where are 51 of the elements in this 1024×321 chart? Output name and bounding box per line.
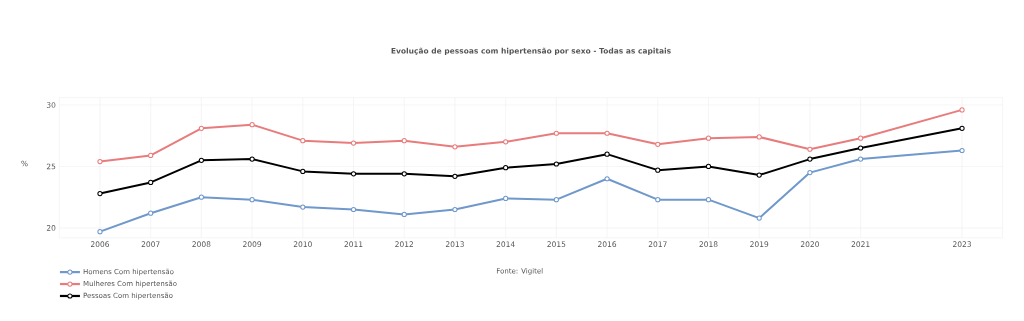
point [401,171,407,177]
point [401,138,407,144]
point [705,163,712,170]
point [503,165,509,171]
point [97,190,103,197]
point [452,206,458,213]
point [959,107,965,113]
point [97,158,103,165]
point [350,140,357,146]
point [807,156,813,162]
point [198,125,204,131]
point [148,179,154,186]
point [604,151,610,157]
point [604,130,610,136]
point [807,170,813,176]
point [705,135,712,141]
point [503,195,509,202]
point [148,210,154,216]
point [148,152,154,158]
point [249,122,255,128]
point [350,171,357,177]
point [300,168,306,174]
point [300,138,306,144]
point [350,206,357,213]
point [452,144,458,150]
point [604,176,610,182]
point [807,146,813,152]
point [401,211,407,218]
point [300,204,306,210]
point [959,147,965,154]
point [655,141,661,147]
point [655,167,661,173]
point [553,130,559,136]
point [959,125,965,131]
point [756,172,762,178]
point [858,156,864,162]
point [858,135,864,141]
point [553,161,559,167]
point [97,229,103,235]
point [503,139,509,145]
point [198,157,204,163]
point [858,145,864,151]
point [705,197,712,203]
point [198,194,204,200]
point [452,173,458,179]
point [249,197,255,203]
point [249,156,255,162]
point [756,134,762,140]
point [756,215,762,221]
point [553,197,559,203]
point [655,197,661,203]
